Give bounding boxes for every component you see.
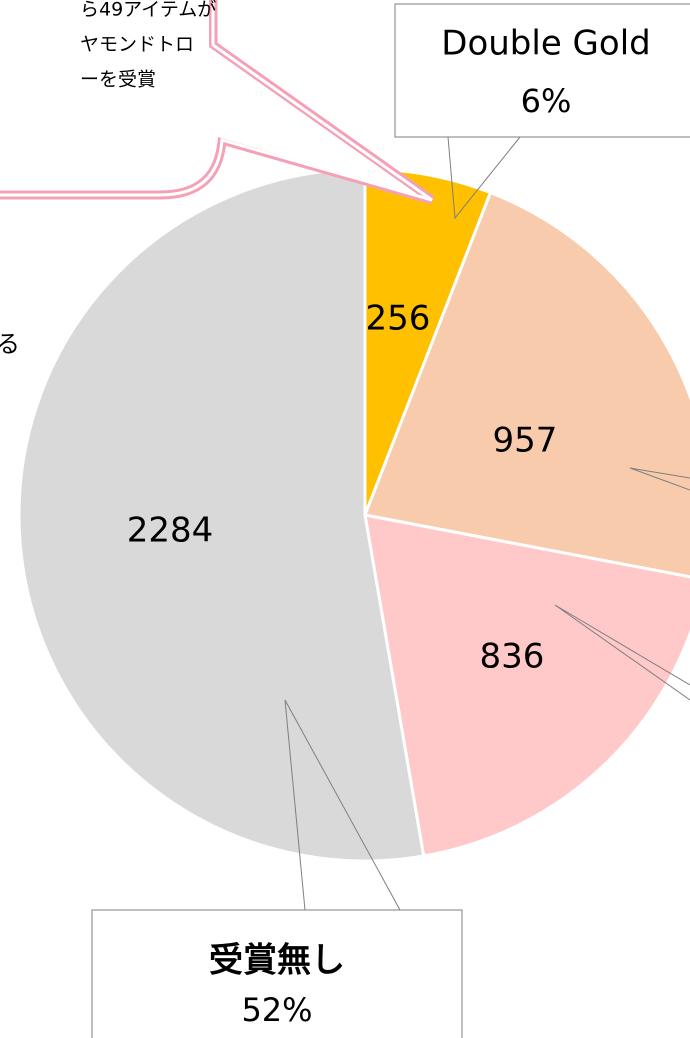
percent-label: 6% (521, 82, 572, 120)
pie-slice (363, 513, 690, 858)
pie-slice (17, 167, 426, 863)
leader-lines (284, 136, 690, 911)
callout-fill (0, 0, 420, 196)
data-label: 2284 (127, 511, 214, 551)
annotation: る (0, 330, 20, 358)
data-label: 836 (480, 637, 545, 677)
annotation: ーを受賞 (80, 69, 156, 91)
label-box (91, 909, 463, 1038)
category-label: 受賞無し (209, 941, 345, 981)
category-label: Double Gold (441, 24, 650, 64)
percent-label: 52% (241, 991, 312, 1029)
annotation: ヤモンドトロ (80, 34, 194, 56)
data-label: 957 (493, 421, 558, 461)
pie (17, 167, 690, 863)
callout-inner (0, 0, 433, 202)
data-label: 256 (366, 299, 431, 339)
label-box (394, 3, 690, 138)
pie-slice (362, 190, 690, 579)
annotation: ら49アイテムが (80, 0, 216, 21)
